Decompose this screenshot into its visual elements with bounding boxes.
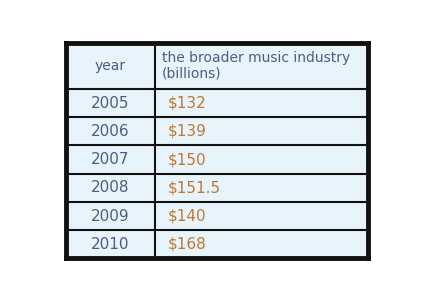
Text: 2010: 2010	[91, 237, 130, 252]
Text: $139: $139	[168, 124, 207, 139]
Text: 2006: 2006	[91, 124, 130, 139]
Text: $151.5: $151.5	[168, 180, 221, 195]
Text: $168: $168	[168, 237, 207, 252]
Text: 2008: 2008	[91, 180, 130, 195]
Text: $150: $150	[168, 152, 207, 167]
Text: 2005: 2005	[91, 96, 130, 111]
Text: $140: $140	[168, 209, 207, 224]
Text: the broader music industry
(billions): the broader music industry (billions)	[162, 51, 350, 81]
Text: 2007: 2007	[91, 152, 130, 167]
Text: year: year	[95, 59, 126, 73]
Text: $132: $132	[168, 96, 207, 111]
Text: 2009: 2009	[91, 209, 130, 224]
